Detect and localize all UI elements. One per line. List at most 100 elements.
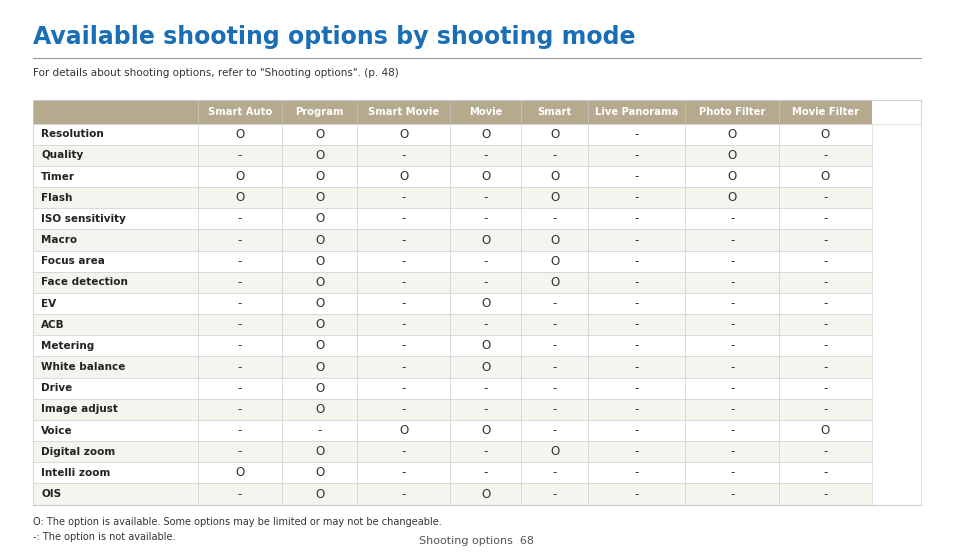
Text: -: - [237, 382, 242, 395]
Bar [520, 335, 587, 356]
Text: -: - [822, 276, 826, 289]
Text: -: - [822, 191, 826, 204]
Bar [587, 356, 685, 378]
Bar [356, 356, 450, 378]
Text: -: - [552, 487, 557, 501]
Bar [356, 335, 450, 356]
Bar [197, 314, 281, 335]
Text: -: - [401, 318, 406, 331]
Bar [685, 251, 778, 272]
Text: -: - [237, 255, 242, 268]
Bar [33, 441, 197, 462]
Bar [281, 335, 356, 356]
Text: -: - [729, 297, 734, 310]
Text: -: - [729, 255, 734, 268]
Bar [685, 420, 778, 441]
Text: -: - [401, 403, 406, 416]
Text: -: - [729, 424, 734, 437]
Bar [685, 356, 778, 378]
Bar [33, 208, 197, 229]
Text: -: - [401, 233, 406, 247]
Text: Metering: Metering [41, 341, 94, 351]
Text: -: - [822, 339, 826, 353]
Text: -: - [822, 212, 826, 226]
Bar [281, 462, 356, 483]
Text: -: - [552, 382, 557, 395]
Text: -: - [822, 297, 826, 310]
Text: -: - [401, 360, 406, 374]
Bar [197, 420, 281, 441]
Bar [520, 187, 587, 208]
Text: -: - [634, 212, 639, 226]
Text: -: - [729, 403, 734, 416]
Bar [33, 399, 197, 420]
Bar [685, 335, 778, 356]
Text: -: - [483, 445, 488, 458]
Text: -: - [634, 276, 639, 289]
Text: O: O [398, 170, 408, 183]
Text: O: O [550, 170, 558, 183]
Bar [778, 187, 871, 208]
Text: -: - [552, 318, 557, 331]
Bar [520, 100, 587, 124]
Text: -: - [822, 403, 826, 416]
Text: -: - [237, 297, 242, 310]
Text: -: - [634, 424, 639, 437]
Bar [281, 100, 356, 124]
Text: -: - [483, 191, 488, 204]
Bar [356, 441, 450, 462]
Bar [587, 314, 685, 335]
Bar [281, 420, 356, 441]
Text: O: O [550, 276, 558, 289]
Text: Focus area: Focus area [41, 256, 105, 266]
Bar [450, 483, 520, 505]
Bar [356, 483, 450, 505]
Bar [587, 462, 685, 483]
Text: -: - [822, 318, 826, 331]
Bar [520, 208, 587, 229]
Bar [450, 378, 520, 399]
Text: -: - [317, 424, 321, 437]
Text: -: - [634, 360, 639, 374]
Bar [33, 420, 197, 441]
Text: Quality: Quality [41, 150, 83, 160]
Text: -: - [401, 191, 406, 204]
Text: -: - [822, 360, 826, 374]
Bar [197, 441, 281, 462]
Bar [281, 251, 356, 272]
Text: -: - [401, 276, 406, 289]
Bar [520, 124, 587, 145]
Text: -: - [634, 170, 639, 183]
Bar [197, 229, 281, 251]
Text: Program: Program [295, 107, 343, 117]
Bar [778, 314, 871, 335]
Text: Resolution: Resolution [41, 129, 104, 139]
Text: Live Panorama: Live Panorama [595, 107, 678, 117]
Bar [520, 420, 587, 441]
Bar [197, 208, 281, 229]
Text: -: - [634, 466, 639, 480]
Bar [356, 399, 450, 420]
Text: O: O [314, 191, 324, 204]
Bar [520, 462, 587, 483]
Bar [587, 100, 685, 124]
Text: -: - [237, 318, 242, 331]
Bar [197, 187, 281, 208]
Bar [778, 272, 871, 293]
Text: Macro: Macro [41, 235, 77, 245]
Bar [197, 483, 281, 505]
Text: -: - [483, 403, 488, 416]
Text: Intelli zoom: Intelli zoom [41, 468, 111, 478]
Bar [450, 314, 520, 335]
Bar [197, 272, 281, 293]
Text: For details about shooting options, refer to "Shooting options". (p. 48): For details about shooting options, refe… [33, 68, 398, 78]
Bar [778, 166, 871, 187]
Bar [587, 483, 685, 505]
Bar [356, 272, 450, 293]
Bar [520, 483, 587, 505]
Bar [281, 441, 356, 462]
Text: O: O [234, 128, 244, 141]
Text: O: O [314, 212, 324, 226]
Bar [197, 166, 281, 187]
Bar [685, 272, 778, 293]
